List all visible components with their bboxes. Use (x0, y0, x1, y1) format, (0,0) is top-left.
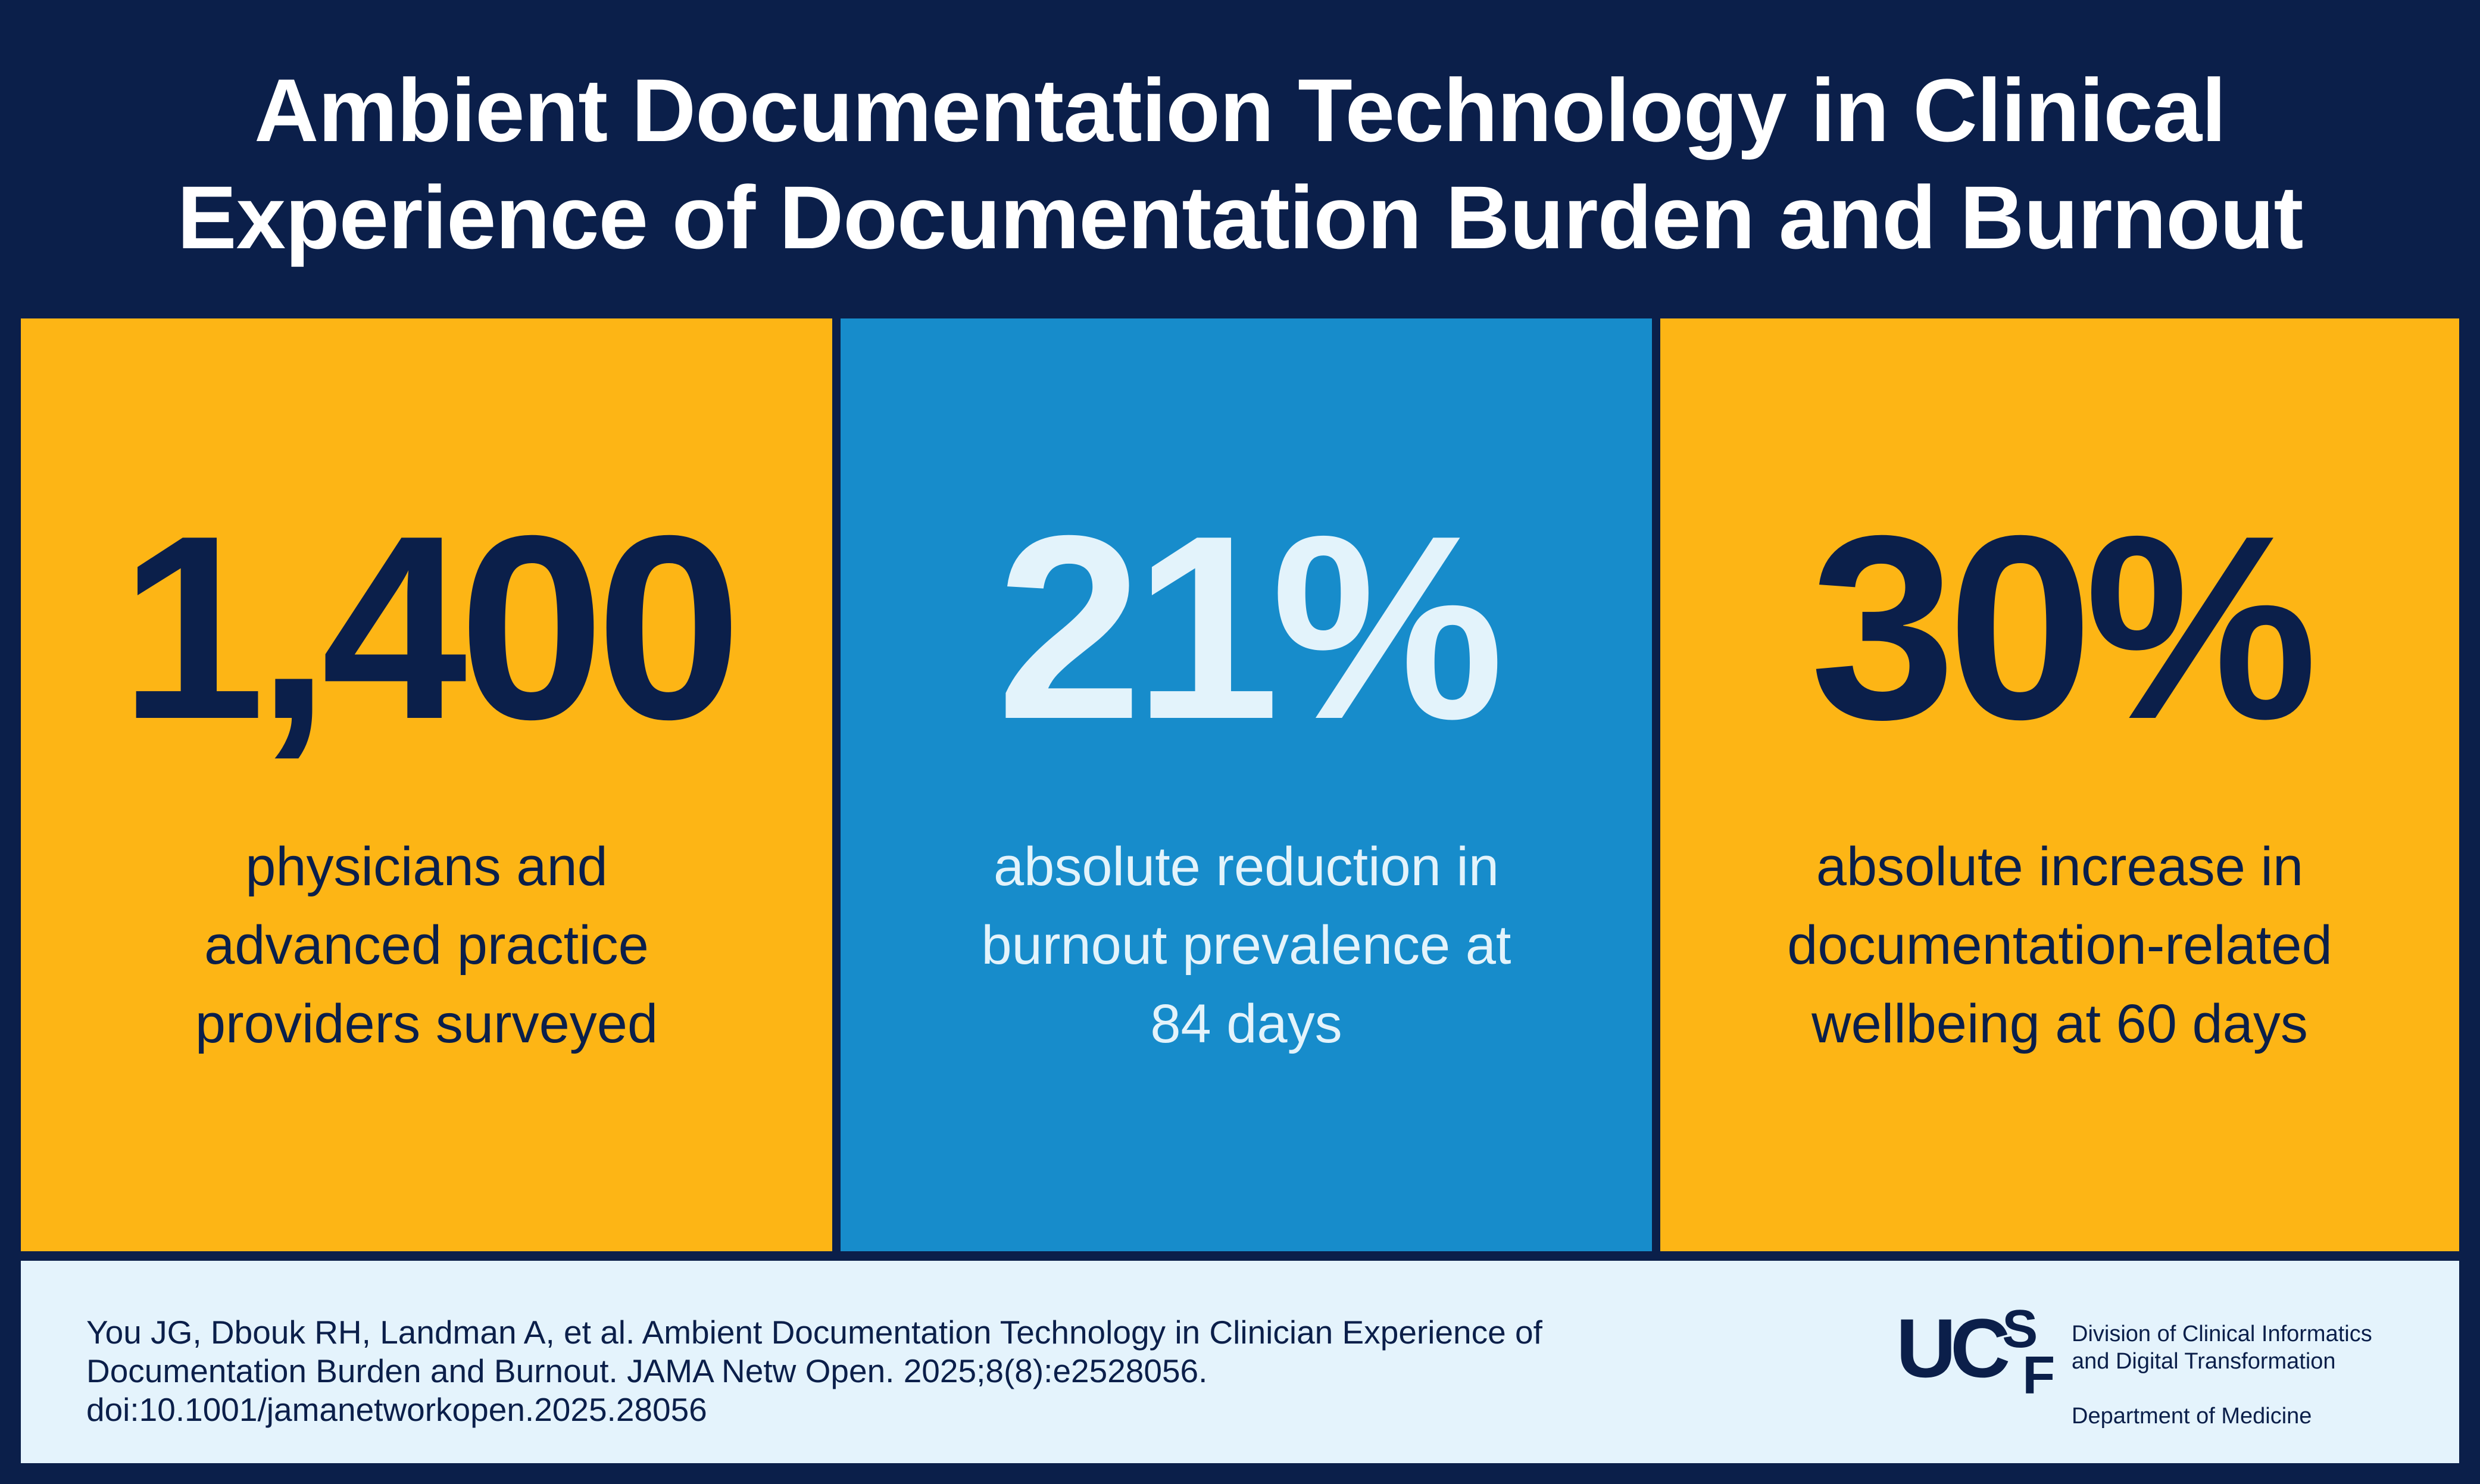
stat-value: 1,400 (119, 482, 742, 774)
division-line: Division of Clinical Informatics (2072, 1321, 2372, 1346)
citation-line: doi:10.1001/jamanetworkopen.2025.28056 (86, 1391, 707, 1428)
department-name: Department of Medicine (2072, 1404, 2312, 1429)
footer: You JG, Dbouk RH, Landman A, et al. Ambi… (21, 1261, 2459, 1463)
stat-description: physicians and advanced practice provide… (21, 827, 832, 1063)
stat-description: absolute reduction in burnout prevalence… (841, 827, 1652, 1063)
stat-panel-surveyed: 1,400 physicians and advanced practice p… (21, 318, 832, 1251)
title-line-1: Ambient Documentation Technology in Clin… (254, 60, 2226, 160)
division-name: Division of Clinical Informatics and Dig… (2072, 1320, 2372, 1375)
stat-description-line: documentation-related (1787, 915, 2332, 976)
stat-description-line: burnout prevalence at (981, 915, 1511, 976)
stat-description-line: 84 days (1150, 994, 1342, 1054)
stat-value: 21% (997, 482, 1504, 774)
citation-line: Documentation Burden and Burnout. JAMA N… (86, 1352, 1208, 1389)
ucsf-logo-u: U (1896, 1301, 1956, 1395)
stat-description-line: absolute reduction in (993, 836, 1500, 897)
title-line-2: Experience of Documentation Burden and B… (177, 167, 2304, 267)
stat-description-line: advanced practice (204, 915, 649, 976)
stat-description-line: absolute increase in (1816, 836, 2304, 897)
header-banner: Ambient Documentation Technology in Clin… (18, 18, 2462, 310)
ucsf-logo-c: C (1950, 1301, 2010, 1395)
stat-description-line: providers surveyed (195, 994, 658, 1054)
stat-panel-wellbeing-increase: 30% absolute increase in documentation-r… (1660, 318, 2459, 1251)
stat-description-line: wellbeing at 60 days (1811, 994, 2308, 1054)
stat-value: 30% (1810, 482, 2318, 774)
stat-description: absolute increase in documentation-relat… (1660, 827, 2459, 1063)
stat-description-line: physicians and (245, 836, 608, 897)
division-line: and Digital Transformation (2072, 1349, 2336, 1374)
citation-line: You JG, Dbouk RH, Landman A, et al. Ambi… (86, 1314, 1542, 1351)
stat-panel-burnout-reduction: 21% absolute reduction in burnout preval… (841, 318, 1652, 1251)
citation: You JG, Dbouk RH, Landman A, et al. Ambi… (86, 1313, 1542, 1429)
